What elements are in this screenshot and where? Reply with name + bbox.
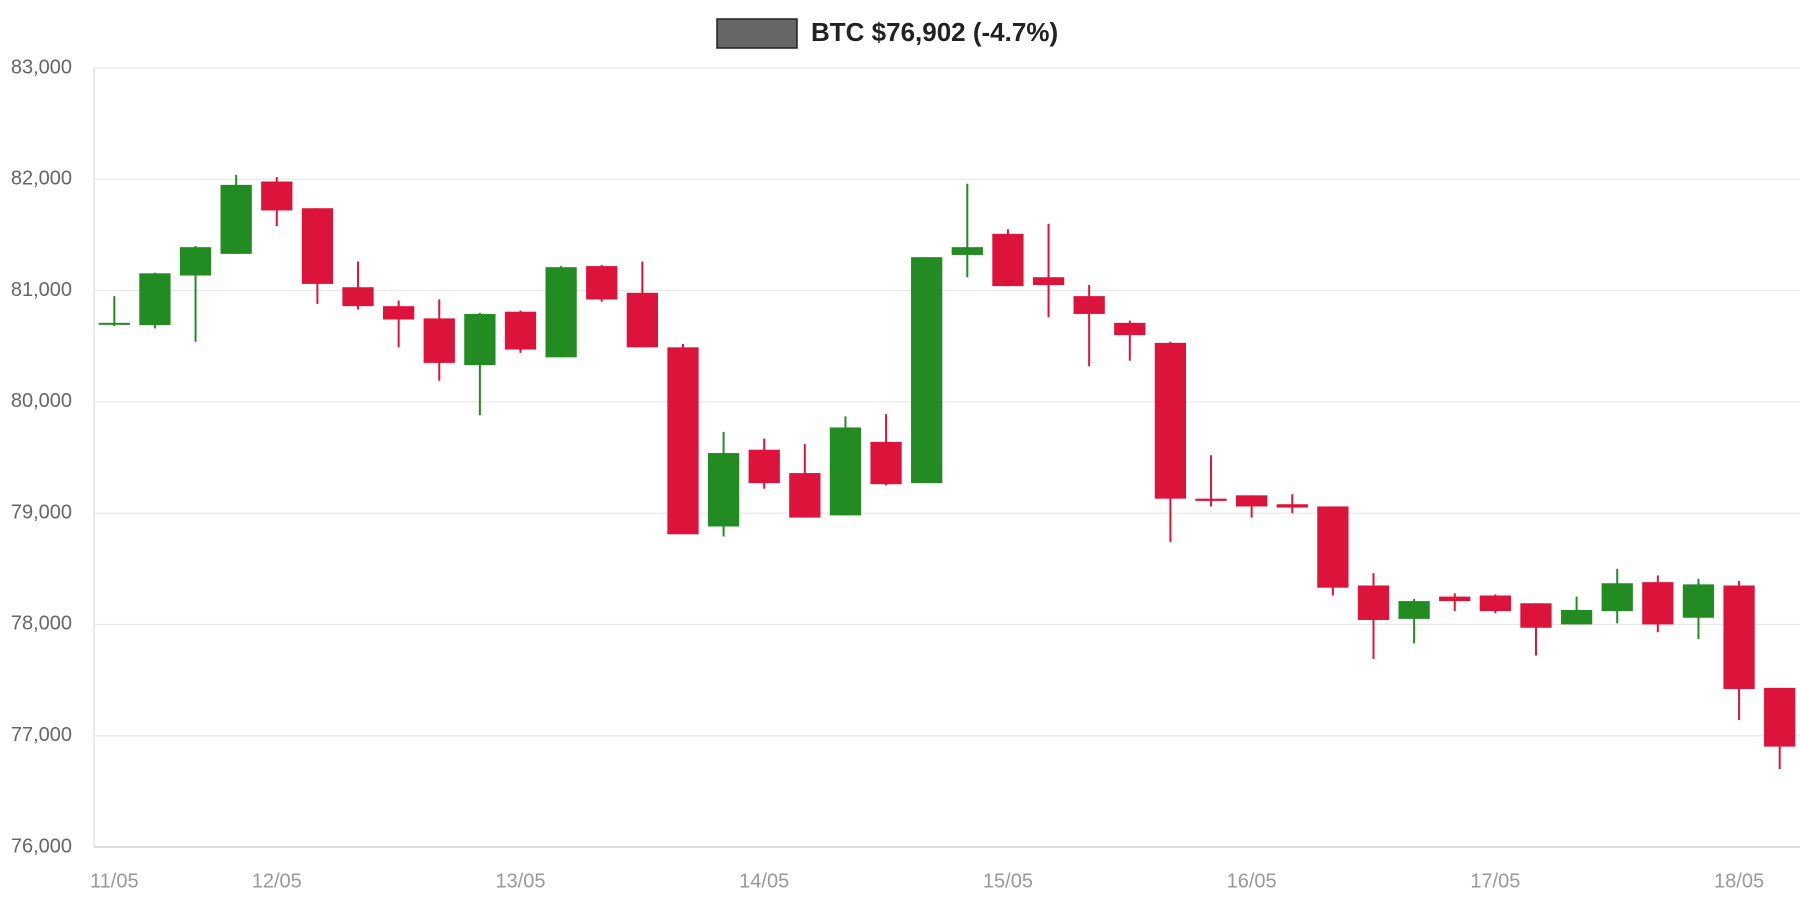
x-tick-label: 12/05 (252, 870, 302, 892)
candle-body (342, 287, 374, 307)
candle-body (1398, 601, 1430, 619)
candle-body (992, 233, 1024, 287)
candle-body (383, 306, 415, 320)
x-tick-label: 18/05 (1714, 870, 1764, 892)
y-tick-label: 77,000 (11, 724, 72, 746)
y-tick-label: 78,000 (11, 613, 72, 635)
candle-body (1682, 584, 1715, 618)
candle-body (1317, 506, 1349, 588)
x-tick-label: 15/05 (983, 870, 1033, 892)
x-tick-label: 11/05 (90, 870, 139, 892)
candle-body (1236, 495, 1268, 507)
candle-body (911, 257, 943, 484)
x-tick-label: 13/05 (495, 870, 545, 892)
y-tick-label: 76,000 (11, 835, 72, 857)
candle-body (789, 473, 821, 518)
candle-body (707, 453, 740, 527)
candle-body (464, 313, 496, 366)
candle-body (1195, 498, 1227, 501)
candle-body (1073, 296, 1105, 314)
candle-body (1032, 277, 1065, 286)
candle-body (1723, 585, 1755, 689)
candle-body (1642, 582, 1674, 625)
candle-body (829, 427, 862, 516)
legend-swatch (716, 18, 798, 49)
candle-body (545, 267, 577, 358)
candle-body (870, 441, 902, 485)
candle-body (1357, 585, 1390, 620)
candle-body (1479, 595, 1511, 612)
candle-body (220, 184, 252, 254)
candle-body (1154, 342, 1187, 499)
y-tick-label: 79,000 (11, 501, 72, 523)
x-tick-label: 14/05 (739, 870, 789, 892)
candle-body (1764, 687, 1796, 747)
candle-body (301, 208, 334, 284)
candle-body (667, 347, 699, 535)
candle-body (261, 181, 293, 211)
y-tick-label: 83,000 (11, 56, 72, 78)
candle-body (423, 318, 455, 363)
candle-body (951, 247, 983, 255)
candle-body (1439, 596, 1471, 602)
y-tick-label: 82,000 (11, 168, 72, 190)
candle-body (504, 311, 537, 350)
y-tick-label: 80,000 (11, 390, 72, 412)
candle-body (586, 266, 618, 300)
candle-body (626, 292, 658, 348)
x-tick-label: 17/05 (1470, 870, 1520, 892)
y-tick-label: 81,000 (11, 279, 72, 301)
candle-body (1601, 583, 1633, 612)
legend-label: BTC $76,902 (-4.7%) (811, 17, 1058, 47)
candle-body (179, 247, 212, 276)
candle-body (1560, 609, 1593, 625)
x-tick-label: 16/05 (1227, 870, 1277, 892)
candle-body (1520, 603, 1552, 628)
candle-body (748, 449, 780, 484)
candle-body (1276, 504, 1308, 508)
candle-body (1114, 322, 1146, 336)
candle-body (98, 322, 130, 325)
candle-body (139, 273, 171, 326)
